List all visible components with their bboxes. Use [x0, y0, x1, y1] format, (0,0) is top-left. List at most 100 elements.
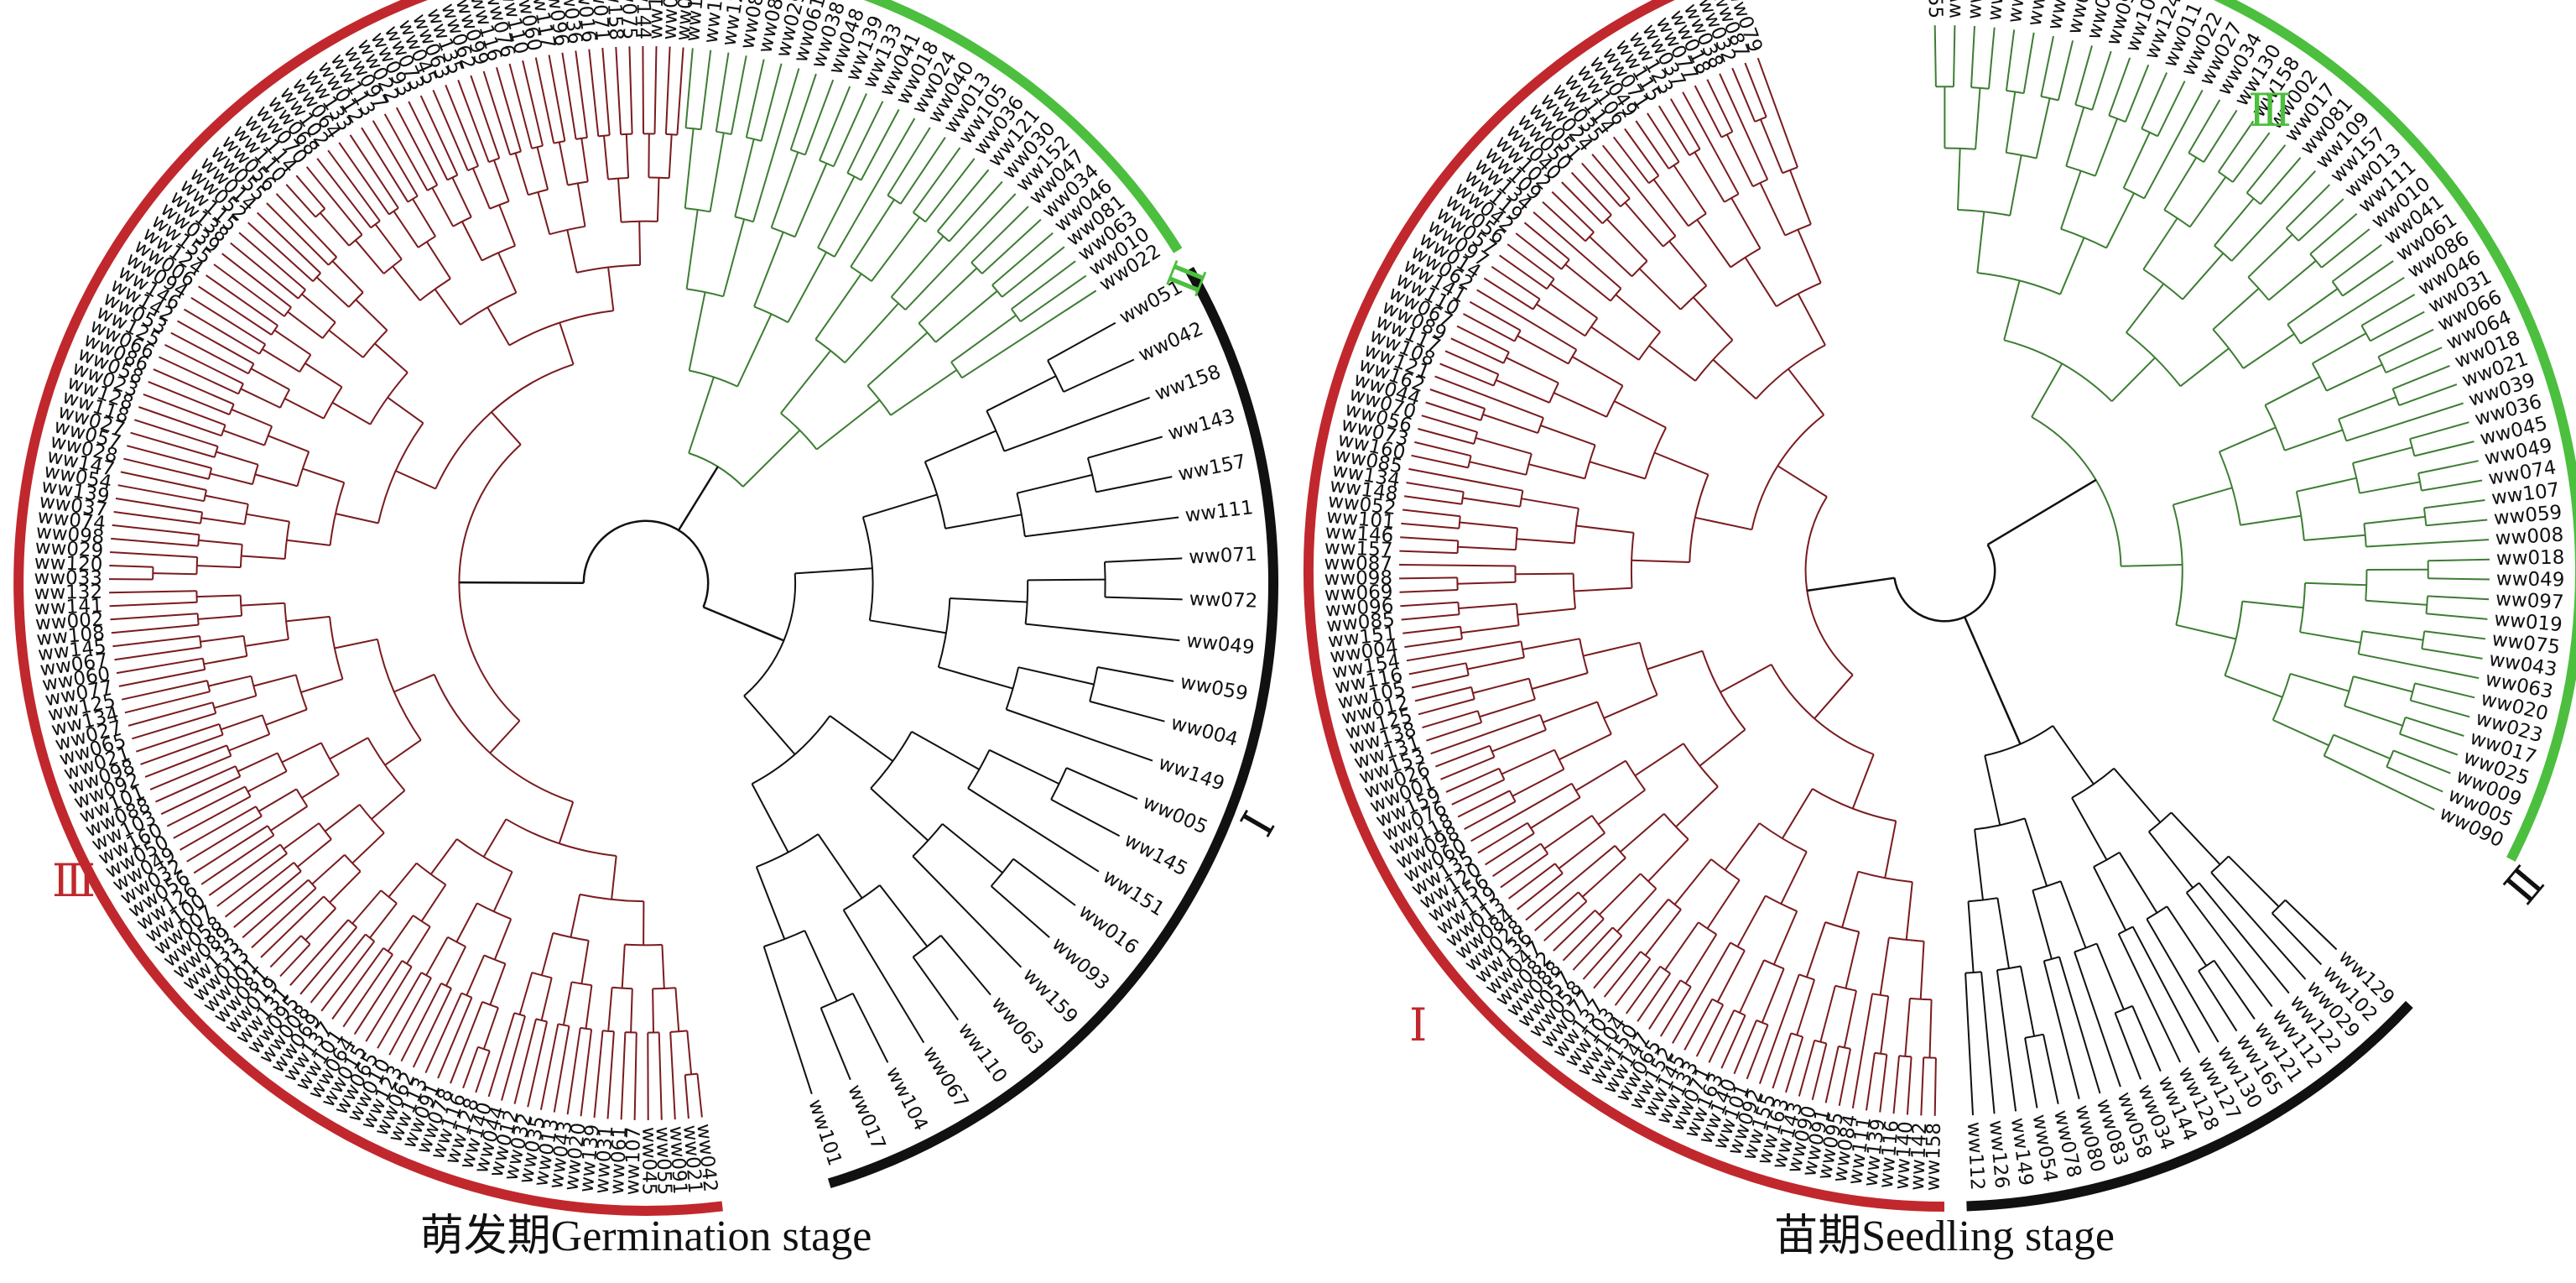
branch: [1602, 144, 1677, 237]
branch-arc: [1605, 385, 1624, 418]
branch-arc: [1591, 815, 1605, 834]
branch: [1457, 790, 1511, 818]
branch: [593, 1030, 604, 1119]
branch: [1458, 602, 1517, 609]
branch: [621, 944, 626, 988]
branch: [2370, 310, 2425, 342]
branch: [1553, 910, 1596, 952]
branch: [1445, 767, 1500, 793]
branch-arc: [531, 972, 552, 979]
branch: [1421, 415, 1478, 433]
branch: [1464, 801, 1517, 830]
branch: [109, 601, 197, 608]
branch-arc: [2323, 734, 2334, 757]
branch: [745, 59, 765, 138]
branch: [540, 932, 554, 976]
branch: [580, 1029, 593, 1117]
branch: [2414, 441, 2475, 457]
seedling-cluster-label-2: Ⅱ: [2495, 858, 2554, 914]
leaf-label: ww110: [954, 1019, 1012, 1087]
branch: [2345, 402, 2464, 442]
branch: [1708, 1009, 1736, 1063]
branch: [607, 267, 615, 311]
branch: [715, 52, 730, 132]
branch: [144, 744, 227, 778]
branch: [669, 1031, 676, 1120]
branch-arc: [950, 362, 963, 378]
branch: [1644, 909, 1682, 957]
branch: [2176, 623, 2236, 640]
branch: [2422, 648, 2483, 660]
branch-arc: [1489, 745, 1496, 758]
branch-arc: [1508, 790, 1517, 802]
branch: [110, 551, 198, 558]
seedling-tree: ww055ww125ww153ww044ww043ww033ww131ww099…: [1303, 0, 2576, 1260]
leaf-label: ww098: [1324, 567, 1392, 590]
branch: [1516, 538, 1574, 545]
branch-arc: [211, 701, 217, 714]
branch-arc: [348, 291, 364, 308]
branch-arc: [1663, 813, 1689, 840]
branch-arc: [1659, 965, 1671, 974]
branch: [221, 253, 292, 308]
branch: [1879, 1054, 1888, 1113]
branch: [331, 947, 384, 1020]
branch: [751, 783, 789, 853]
branch-arc: [297, 289, 306, 300]
branch: [2024, 1037, 2038, 1108]
branch-arc: [344, 854, 362, 873]
branch: [254, 473, 298, 488]
branch: [471, 168, 491, 210]
branch: [193, 825, 268, 874]
branch-arc: [753, 305, 788, 324]
branch-arc: [1515, 528, 1518, 550]
branch: [832, 93, 867, 167]
branch: [1624, 128, 1660, 177]
branch: [939, 935, 991, 996]
branch: [2117, 933, 2182, 1063]
branch: [1104, 557, 1183, 563]
branch-arc: [1480, 408, 1486, 421]
branch-arc: [1548, 382, 1559, 404]
branch: [287, 310, 324, 339]
branch-arc: [201, 658, 206, 670]
branch: [1616, 888, 1657, 932]
branch: [196, 594, 241, 598]
leaf-label: ww049: [1185, 630, 1256, 660]
branch: [1996, 898, 2010, 969]
germination-cluster-arcs: [13, 0, 1278, 1216]
branch-arc: [1720, 131, 1733, 138]
branch-arc: [481, 1000, 499, 1009]
branch: [1457, 581, 1516, 585]
branch-arc: [418, 235, 436, 248]
branch-arc: [327, 256, 337, 266]
branch: [1603, 951, 1642, 998]
leaf-label: ww017: [843, 1082, 889, 1153]
branch: [2148, 831, 2194, 889]
branch: [1696, 219, 1732, 269]
leaf-label: ww149: [1155, 752, 1227, 795]
branch-arc: [684, 1072, 698, 1076]
branch: [1540, 425, 1596, 446]
branch-arc: [467, 165, 479, 172]
branch: [688, 292, 706, 371]
branch: [1404, 638, 1463, 649]
branch: [1673, 858, 1712, 905]
branch-arc: [348, 234, 363, 247]
branch-arc: [207, 467, 213, 480]
branch-arc: [195, 556, 199, 575]
branch: [117, 484, 205, 503]
branch: [2141, 72, 2168, 129]
branch-arc: [1730, 248, 1761, 269]
branch: [548, 55, 566, 142]
branch: [1462, 497, 1521, 508]
branch-arc: [670, 1030, 688, 1033]
branch: [1558, 832, 1605, 869]
branch: [497, 252, 518, 294]
branch: [870, 787, 929, 842]
branch: [2414, 682, 2475, 699]
branch: [1105, 596, 1183, 601]
branch: [160, 775, 241, 816]
branch: [2246, 144, 2287, 194]
branch: [112, 524, 200, 536]
